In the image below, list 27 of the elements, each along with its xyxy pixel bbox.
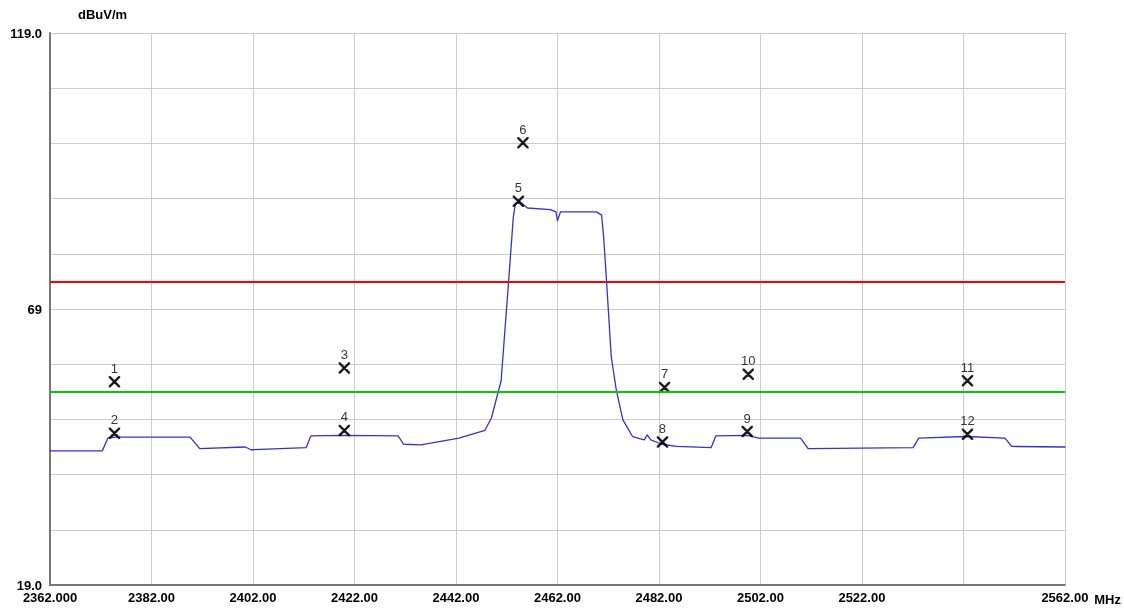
y-tick-label: 119.0: [10, 25, 42, 41]
annotation: 8: [658, 421, 667, 437]
y-tick-label: 19.0: [16, 577, 42, 593]
y-axis-title: dBuV/m: [78, 7, 128, 22]
x-axis-title: MHz: [1094, 592, 1122, 607]
annotation: 3: [340, 347, 348, 363]
x-tick-label: 2422.00: [330, 590, 378, 605]
annotation: 11: [960, 359, 975, 375]
y-tick-label: 69: [27, 301, 42, 317]
annotation: 1: [110, 360, 119, 376]
x-tick-label: 2462.00: [533, 590, 581, 605]
annotation: 9: [743, 410, 751, 426]
x-tick-label: 2522.00: [838, 590, 886, 605]
annotation: 12: [960, 413, 975, 429]
x-tick-label: 2402.00: [229, 590, 277, 605]
annotation: 5: [514, 180, 522, 196]
x-tick-label: 2442.00: [432, 590, 480, 605]
annotation: 10: [741, 353, 756, 369]
x-tick-label: 2362.000: [22, 590, 78, 605]
annotation: 6: [519, 121, 527, 137]
x-tick-label: 2482.00: [635, 590, 683, 605]
annotation: 4: [340, 409, 348, 425]
x-tick-label: 2562.00: [1041, 590, 1089, 605]
annotation: 2: [110, 412, 119, 428]
annotation: 7: [660, 366, 669, 382]
x-tick-label: 2502.00: [736, 590, 784, 605]
x-tick-label: 2382.00: [127, 590, 175, 605]
